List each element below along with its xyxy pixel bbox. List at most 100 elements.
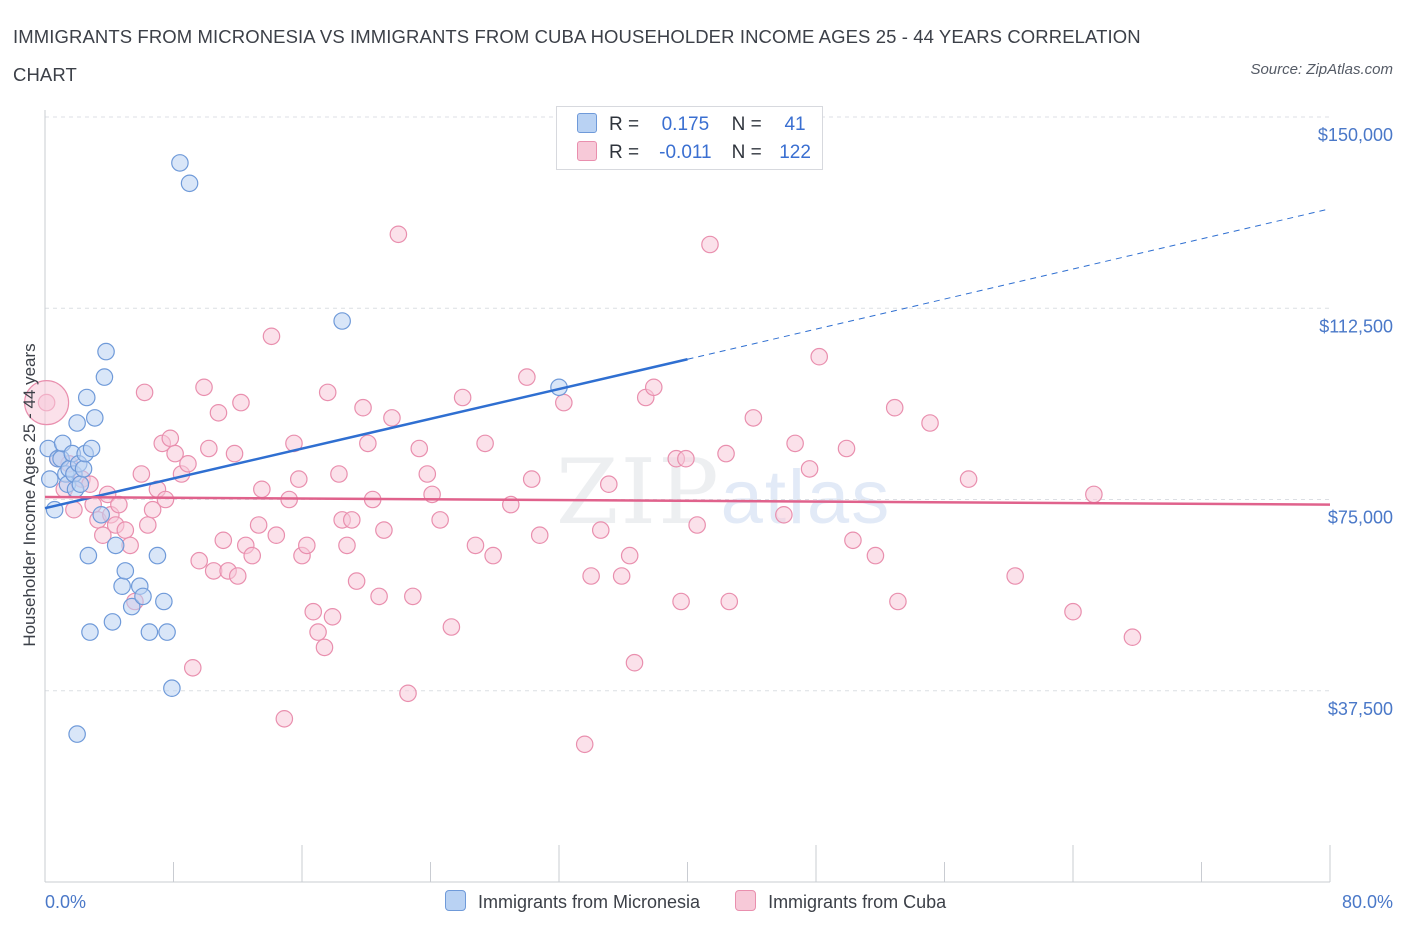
legend-n-value: 122	[779, 142, 811, 163]
cuba-point	[214, 531, 233, 550]
cuba-point	[744, 409, 763, 427]
cuba-point	[132, 465, 151, 483]
legend-r-label: R =	[609, 114, 640, 135]
cuba-point	[298, 536, 316, 555]
cuba-point	[110, 495, 128, 514]
micronesia-trend-line	[44, 358, 688, 510]
cuba-point	[466, 536, 485, 555]
micronesia-point	[81, 623, 99, 641]
cuba-point	[625, 653, 644, 672]
cuba-point	[677, 449, 695, 468]
cuba-point	[530, 526, 549, 544]
cuba-swatch	[735, 890, 757, 911]
micronesia-point	[97, 342, 115, 361]
cuba-point	[921, 414, 939, 432]
micronesia-point	[95, 368, 114, 386]
cuba-point	[253, 480, 271, 499]
micronesia-point	[71, 475, 90, 493]
micronesia-point	[163, 679, 181, 697]
micronesia-point	[103, 613, 122, 631]
micronesia-point	[171, 154, 189, 172]
cuba-point	[599, 475, 618, 493]
cuba-point	[262, 327, 281, 346]
micronesia-point	[158, 623, 176, 641]
cuba-point	[267, 526, 286, 544]
cuba-point	[370, 587, 388, 606]
cuba-points	[24, 225, 1142, 754]
micronesia-point	[134, 587, 152, 606]
cuba-point	[275, 709, 294, 728]
cuba-point	[404, 587, 422, 606]
cuba-point	[347, 572, 366, 590]
micronesia-point	[92, 505, 111, 524]
cuba-point	[135, 383, 154, 402]
cuba-point	[228, 567, 247, 585]
cuba-point	[522, 470, 541, 488]
cuba-point	[786, 434, 804, 453]
axes	[44, 110, 1331, 883]
cuba-point	[959, 470, 978, 488]
cuba-point	[323, 607, 342, 626]
legend-item-cuba: Immigrants from Cuba	[735, 890, 946, 913]
cuba-point	[342, 511, 361, 529]
cuba-point	[289, 470, 308, 488]
cuba-point	[810, 347, 829, 366]
stats-legend: R = 0.175 N = 41 R = -0.011 N = 122	[556, 106, 823, 170]
micronesia-swatch	[445, 890, 466, 911]
cuba-point	[354, 398, 372, 417]
cuba-point	[453, 388, 472, 407]
legend-r-label: R =	[609, 142, 640, 163]
cuba-point	[885, 398, 904, 417]
cuba-point	[225, 444, 244, 463]
micronesia-point	[155, 592, 173, 611]
cuba-point	[318, 383, 337, 402]
micronesia-point	[74, 460, 93, 478]
cuba-point	[431, 511, 449, 529]
cuba-point	[304, 602, 323, 621]
cuba-point	[359, 434, 377, 453]
chart-source: Source: ZipAtlas.com	[1250, 61, 1393, 78]
cuba-point	[775, 505, 793, 524]
micronesia-point	[82, 439, 101, 458]
cuba-point	[166, 444, 184, 463]
micronesia-point	[122, 597, 141, 616]
micronesia-point	[41, 470, 59, 488]
cuba-point	[688, 516, 706, 534]
chart-title: IMMIGRANTS FROM MICRONESIA VS IMMIGRANTS…	[13, 26, 1141, 85]
micronesia-point	[68, 725, 86, 743]
y-tick-label: $112,500	[1319, 316, 1393, 336]
legend-r-value: 0.175	[661, 114, 710, 135]
cuba-point	[410, 439, 429, 458]
cuba-point	[243, 546, 262, 565]
micronesia-point	[106, 536, 125, 555]
y-axis-label: Householder Income Ages 25 - 44 years	[20, 343, 39, 646]
micronesia-point	[79, 546, 98, 565]
cuba-point	[418, 465, 437, 483]
cuba-point	[249, 516, 268, 534]
cuba-point	[1006, 567, 1024, 585]
micronesia-point	[68, 414, 86, 432]
cuba-point	[116, 521, 135, 539]
axis-labels: $37,500 $75,000 $112,500 $150,000 0.0% 80.0% H…	[20, 125, 1393, 912]
cuba-point	[179, 454, 197, 473]
legend-row-cuba: R = -0.011 N = 122	[577, 141, 823, 165]
cuba-point	[591, 521, 610, 539]
cuba-point	[315, 638, 334, 657]
micronesia-point	[180, 174, 199, 193]
cuba-point	[389, 225, 408, 244]
cuba-point	[518, 368, 536, 386]
cuba-point	[139, 516, 157, 534]
micronesia-point	[77, 388, 96, 407]
cuba-point	[612, 567, 631, 585]
micronesia-point	[113, 577, 131, 595]
cuba-point	[190, 551, 208, 570]
watermark: ZIPatlas	[556, 440, 891, 545]
cuba-point	[195, 378, 213, 397]
cuba-point	[1123, 628, 1142, 646]
cuba-point	[338, 536, 356, 555]
cuba-point	[720, 592, 739, 611]
cuba-point-cluster	[24, 380, 70, 426]
cuba-point	[209, 403, 228, 422]
legend-n-label: N =	[731, 114, 762, 135]
cuba-point	[399, 684, 417, 703]
